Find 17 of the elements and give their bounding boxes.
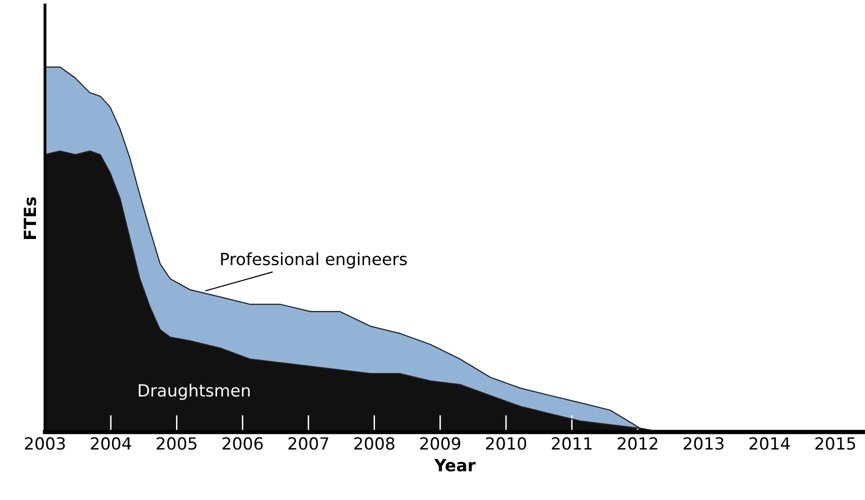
y-axis-title: FTEs [24,197,36,239]
x-tick-label: 2005 [156,437,196,450]
x-tick-label: 2008 [354,437,394,450]
x-axis-title: Year [434,459,476,472]
x-tick-label: 2012 [618,437,658,450]
x-tick-label: 2015 [815,437,856,450]
x-tick-label: 2010 [486,437,526,450]
x-tick-label: 2011 [552,437,592,450]
x-tick-label: 2009 [420,437,460,450]
x-tick-label: 2003 [24,437,65,450]
x-tick-label: 2013 [684,437,724,450]
x-tick-label: 2014 [750,437,790,450]
x-tick-label: 2004 [90,437,132,450]
x-tick-label: 2007 [288,437,328,450]
x-tick-label: 2006 [222,437,263,450]
series-label: Professional engineers [221,252,407,269]
series-label: Draughtsmen [138,384,250,400]
